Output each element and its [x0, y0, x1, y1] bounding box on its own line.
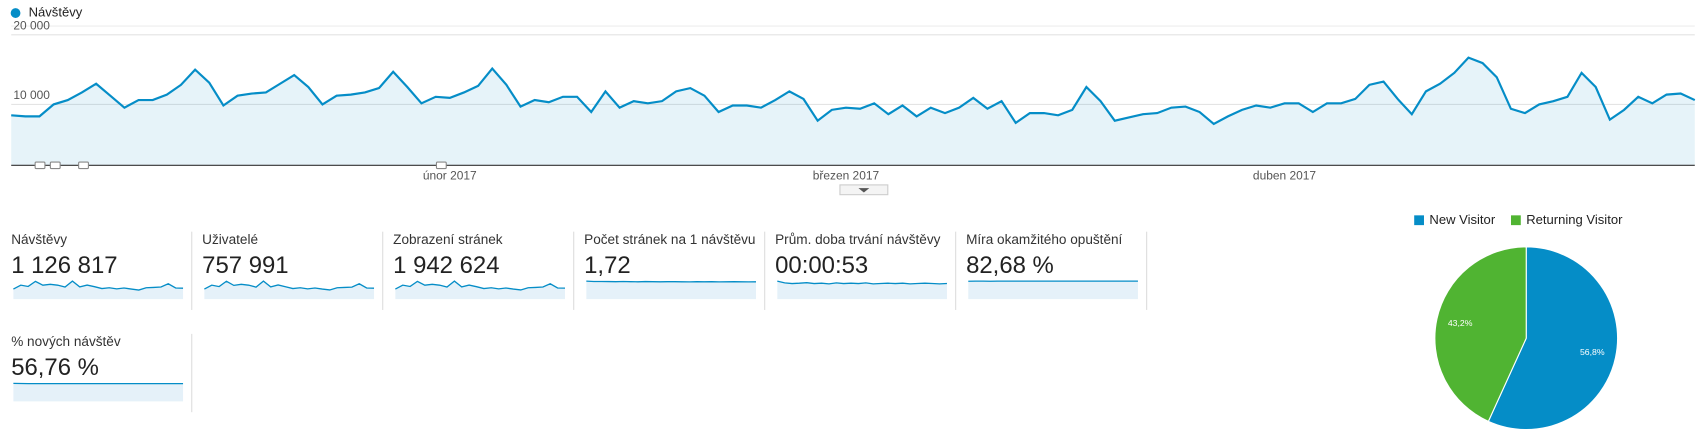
annotation-icon — [49, 161, 61, 170]
series-line — [11, 56, 1696, 126]
metric-label: Míra okamžitého opuštění — [966, 232, 1122, 247]
x-tick-label: březen 2017 — [813, 168, 880, 182]
metric-label: % nových návštěv — [11, 334, 121, 349]
slice-label: 56,8% — [1580, 347, 1605, 357]
metric-value: 757 991 — [202, 252, 288, 279]
sparkline — [777, 280, 947, 285]
metric-label: Návštěvy — [11, 232, 67, 247]
metric-value: 1 942 624 — [393, 252, 499, 279]
toggle-arrow — [858, 188, 870, 193]
legend-label: Returning Visitor — [1526, 212, 1623, 227]
sparkline-fill — [777, 281, 947, 300]
legend-label: Návštěvy — [29, 5, 83, 20]
metric-label: Uživatelé — [202, 232, 258, 247]
sparkline — [586, 280, 756, 283]
metric-value: 82,68 % — [966, 252, 1054, 279]
sparkline-fill — [13, 281, 184, 300]
sparkline-fill — [586, 281, 756, 300]
sparkline-fill — [968, 281, 1138, 300]
legend-swatch — [1510, 215, 1521, 226]
sparkline — [204, 280, 375, 291]
annotation-icon — [435, 161, 447, 170]
pie-slice — [1434, 246, 1527, 423]
legend-marker — [10, 8, 21, 18]
sparkline — [13, 280, 184, 291]
x-tick-label: duben 2017 — [1253, 168, 1317, 182]
metric-label: Počet stránek na 1 návštěvu — [584, 232, 755, 247]
sparkline-fill — [204, 281, 375, 300]
y-tick-label: 20 000 — [13, 18, 50, 32]
y-tick-label: 10 000 — [13, 88, 50, 102]
sparkline-fill — [395, 281, 566, 300]
metric-value: 56,76 % — [11, 354, 99, 381]
metric-value: 00:00:53 — [775, 252, 868, 279]
metric-label: Prům. doba trvání návštěvy — [775, 232, 940, 247]
legend-label: New Visitor — [1429, 212, 1495, 227]
pie-slice — [1487, 246, 1619, 431]
annotation-icon — [34, 161, 46, 170]
metric-value: 1 126 817 — [11, 252, 117, 279]
metric-value: 1,72 — [584, 252, 631, 279]
metric-label: Zobrazení stránek — [393, 232, 503, 247]
sparkline-fill — [13, 383, 184, 402]
legend-swatch — [1414, 215, 1424, 226]
sparkline — [395, 280, 566, 291]
slice-label: 43,2% — [1448, 318, 1473, 328]
x-tick-label: únor 2017 — [423, 168, 477, 182]
annotation-icon — [78, 161, 89, 170]
area-fill — [11, 57, 1695, 166]
